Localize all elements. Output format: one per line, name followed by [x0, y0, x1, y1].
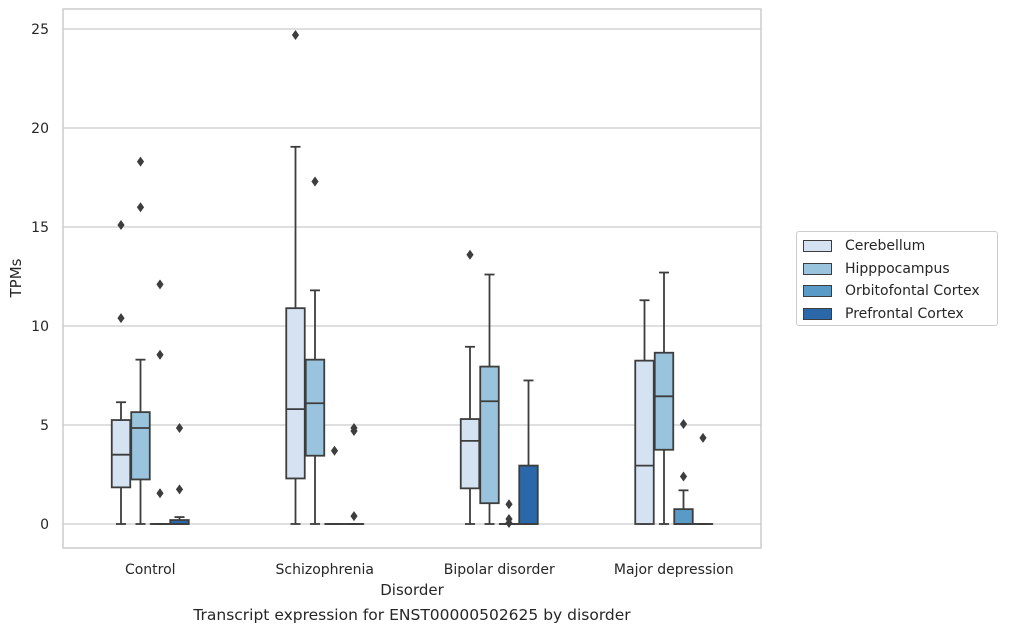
box-group [692, 432, 714, 525]
box-iqr [479, 365, 500, 505]
outlier-point [156, 279, 164, 290]
outlier-point [117, 313, 125, 324]
box-group [518, 379, 539, 525]
box-iqr [130, 411, 151, 481]
box-group [634, 299, 655, 525]
outlier-point [466, 249, 474, 260]
y-tick-label: 15 [31, 220, 49, 236]
legend: Cerebellum Hipppocampus Orbitofontal Cor… [796, 231, 998, 326]
legend-swatch-cerebellum [803, 240, 832, 253]
boxes [110, 29, 714, 529]
outlier-point [291, 29, 300, 40]
box-group [324, 445, 345, 525]
legend-swatch-orbitofrontal-cortex [803, 285, 832, 298]
outlier-point [679, 471, 688, 482]
x-tick-labels: Control Schizophrenia Bipolar disorder Majo… [125, 562, 734, 578]
legend-label: Hipppocampus [845, 260, 950, 277]
x-tick-label: Bipolar disorder [444, 562, 555, 578]
outlier-point [311, 176, 319, 187]
legend-label: Cerebellum [845, 238, 926, 255]
x-axis-title: Disorder [380, 581, 444, 599]
y-tick-label: 20 [31, 121, 49, 137]
outlier-point [156, 349, 164, 360]
x-tick-label: Control [125, 562, 176, 578]
y-tick-labels: 0 5 10 15 20 25 [31, 22, 49, 533]
box-group [479, 273, 500, 525]
legend-item-orbitofrontal-cortex: Orbitofontal Cortex [803, 280, 997, 303]
box-iqr [459, 418, 481, 490]
box-iqr [304, 358, 326, 457]
legend-label: Prefrontal Cortex [845, 305, 964, 322]
y-tick-label: 5 [40, 418, 49, 434]
y-axis-title: TPMs [7, 258, 25, 298]
plot-area-frame [62, 8, 762, 549]
outlier-point [679, 419, 688, 430]
box-group [343, 422, 365, 525]
x-tick-label: Major depression [614, 562, 734, 578]
box-group [110, 220, 132, 525]
box-iqr [285, 307, 306, 480]
outlier-point [175, 422, 184, 433]
outlier-point [156, 488, 164, 499]
box-iqr [110, 419, 132, 489]
box-iqr [634, 359, 655, 525]
outlier-point [136, 202, 145, 213]
outlier-point [699, 432, 707, 443]
box-group [653, 271, 675, 525]
figure-caption: Transcript expression for ENST0000050262… [193, 606, 631, 624]
box-group [130, 156, 151, 525]
y-tick-label: 10 [31, 319, 49, 335]
box-iqr [653, 351, 675, 451]
legend-item-cerebellum: Cerebellum [803, 235, 997, 258]
box-group [673, 419, 694, 525]
legend-item-prefrontal-cortex: Prefrontal Cortex [803, 303, 997, 326]
box-group [498, 499, 520, 529]
legend-label: Orbitofontal Cortex [845, 283, 980, 300]
box-iqr [673, 508, 694, 525]
box-group [459, 249, 481, 525]
y-tick-label: 25 [31, 22, 49, 38]
outlier-point [505, 514, 513, 525]
box-group [285, 29, 306, 525]
box-group [149, 279, 171, 525]
y-tick-label: 0 [40, 517, 49, 533]
outlier-point [350, 511, 358, 522]
outlier-point [136, 156, 145, 167]
outlier-point [350, 422, 358, 433]
box-group [169, 422, 190, 525]
box-group [304, 176, 326, 525]
outlier-point [117, 220, 125, 231]
outlier-point [175, 484, 184, 495]
legend-item-hippocampus: Hipppocampus [803, 258, 997, 281]
legend-swatch-prefrontal-cortex [803, 307, 832, 320]
outlier-point [505, 499, 513, 510]
x-tick-label: Schizophrenia [276, 562, 374, 578]
legend-swatch-hippocampus [803, 262, 832, 275]
outlier-point [330, 445, 339, 456]
box-iqr [518, 464, 539, 525]
